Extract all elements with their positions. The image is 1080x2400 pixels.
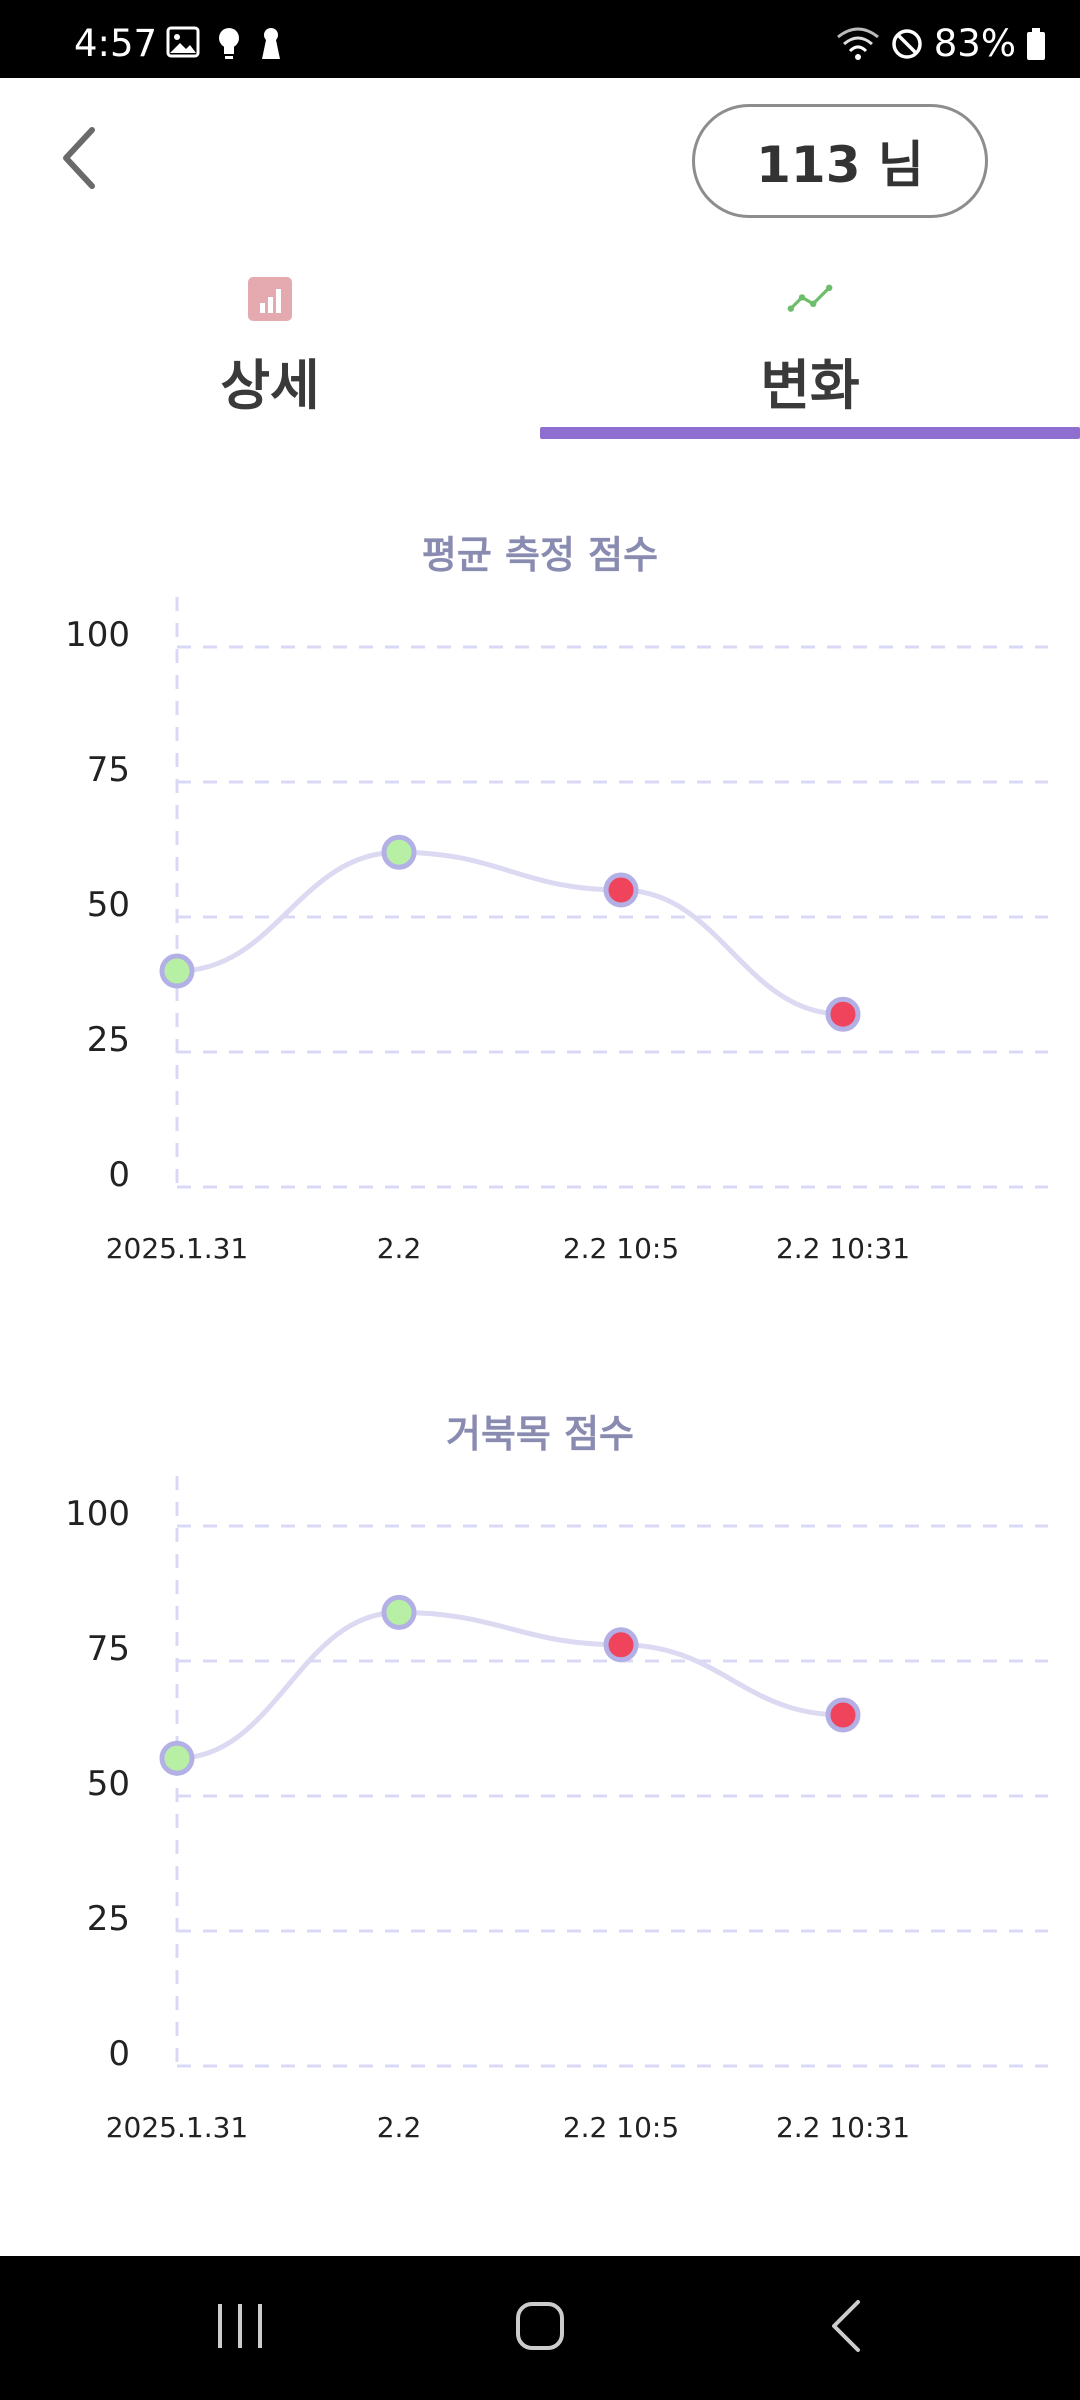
status-notification-icons [166, 26, 284, 60]
y-tick-label: 75 [87, 750, 130, 790]
y-tick-label: 25 [87, 1020, 130, 1060]
x-tick-label: 2.2 [377, 1232, 422, 1265]
y-tick-label: 0 [108, 2034, 130, 2074]
chart-title-average-score: 평균 측정 점수 [421, 533, 659, 577]
battery-percentage: 83% [933, 22, 1016, 65]
average-score-chart: 0 25 50 75 100 2025.1.31 2.2 2.2 10:5 2.2 10:31 [65, 597, 1048, 1265]
x-tick-label: 2025.1.31 [106, 2111, 249, 2144]
home-icon [516, 2302, 564, 2350]
lightbulb-icon [219, 28, 239, 59]
back-button[interactable] [50, 122, 106, 194]
keyhole-icon [262, 28, 280, 59]
tab-change[interactable]: 변화 [540, 243, 1080, 443]
y-tick-label: 0 [108, 1155, 130, 1195]
x-tick-label: 2025.1.31 [106, 1232, 249, 1265]
status-bar: 4:57 83% [0, 0, 1080, 78]
tab-change-label: 변화 [760, 354, 860, 417]
x-tick-label: 2.2 10:31 [776, 2111, 910, 2144]
y-tick-label: 100 [65, 1494, 130, 1534]
y-tick-label: 50 [87, 885, 130, 925]
data-point[interactable] [825, 1697, 861, 1733]
tab-detail-label: 상세 [220, 354, 320, 417]
user-label: 113 님 [756, 136, 924, 194]
bar-chart-icon [248, 277, 292, 321]
y-tick-label: 50 [87, 1764, 130, 1804]
line-chart-icon [787, 284, 833, 312]
data-point[interactable] [381, 1594, 417, 1630]
chart-title-turtle-neck-score: 거북목 점수 [445, 1412, 635, 1456]
series-line [176, 1609, 844, 1761]
user-badge[interactable]: 113 님 [692, 104, 988, 218]
status-system-icons: 83% [836, 22, 1046, 65]
system-navigation-bar [0, 2256, 1080, 2400]
data-point[interactable] [381, 834, 417, 870]
recent-apps-button[interactable] [210, 2296, 270, 2360]
x-tick-label: 2.2 [377, 2111, 422, 2144]
turtle-neck-score-chart: 0 25 50 75 100 2025.1.31 2.2 2.2 10:5 2.2 10:31 [65, 1476, 1048, 2144]
tab-bar: 상세 변화 [0, 243, 1080, 443]
status-time: 4:57 [74, 22, 158, 65]
home-button[interactable] [510, 2296, 570, 2360]
data-point[interactable] [159, 1740, 195, 1776]
wifi-icon [836, 27, 879, 60]
series-line [176, 849, 844, 1017]
data-point[interactable] [825, 996, 861, 1032]
app-header: 113 님 [0, 78, 1080, 243]
do-not-disturb-icon [892, 28, 922, 59]
x-tick-label: 2.2 10:31 [776, 1232, 910, 1265]
y-tick-label: 100 [65, 615, 130, 655]
back-nav-icon [832, 2300, 860, 2352]
data-point[interactable] [159, 953, 195, 989]
back-nav-button[interactable] [818, 2296, 878, 2360]
y-tick-label: 25 [87, 1899, 130, 1939]
data-point[interactable] [603, 872, 639, 908]
x-tick-label: 2.2 10:5 [563, 1232, 679, 1265]
y-tick-label: 75 [87, 1629, 130, 1669]
x-tick-label: 2.2 10:5 [563, 2111, 679, 2144]
recent-apps-icon [218, 2304, 262, 2348]
battery-icon [1027, 27, 1045, 60]
tab-detail[interactable]: 상세 [0, 243, 540, 443]
data-point[interactable] [603, 1627, 639, 1663]
chevron-left-icon [63, 127, 95, 189]
active-tab-indicator [540, 427, 1080, 439]
image-icon [166, 26, 200, 58]
